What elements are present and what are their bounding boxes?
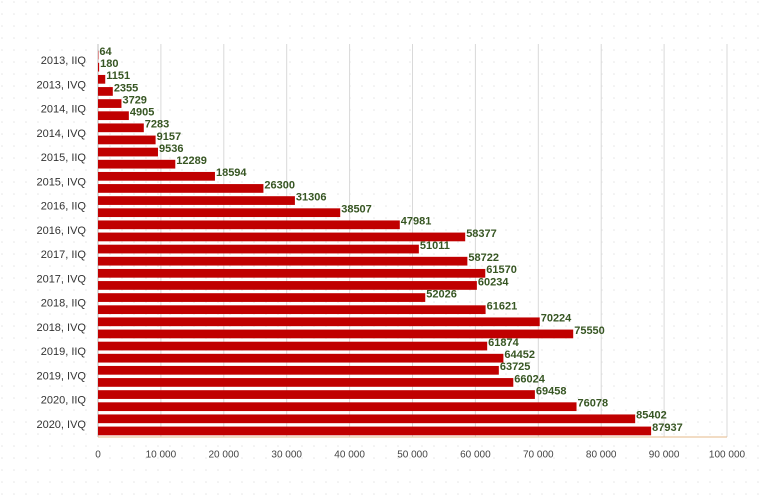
bar (98, 196, 295, 205)
x-tick-label: 50 000 (397, 450, 428, 461)
data-label: 63725 (500, 361, 531, 373)
y-tick-label: 2013, IIQ (41, 55, 87, 67)
bar (98, 353, 504, 363)
bar (98, 171, 215, 181)
data-label: 61570 (486, 264, 517, 276)
data-label: 64 (99, 46, 112, 58)
data-label: 18594 (216, 167, 247, 179)
data-label: 9157 (157, 131, 181, 143)
data-label: 64452 (504, 349, 535, 361)
x-tick-label: 10 000 (146, 450, 177, 461)
y-tick-label: 2014, IVQ (36, 128, 86, 140)
bar (98, 256, 468, 266)
data-label: 3729 (122, 94, 146, 106)
bar (98, 329, 574, 339)
data-label: 61874 (488, 337, 519, 349)
x-tick-label: 0 (95, 450, 101, 461)
y-tick-label: 2014, IIQ (41, 104, 87, 116)
bar (98, 123, 144, 133)
bar (98, 135, 156, 145)
y-tick-label: 2017, IVQ (36, 273, 86, 285)
x-tick-label: 100 000 (709, 450, 746, 461)
bar (98, 268, 486, 278)
bar (98, 184, 264, 193)
y-tick-label: 2016, IVQ (36, 225, 86, 237)
y-tick-label: 2020, IIQ (41, 395, 87, 407)
bar (98, 402, 577, 412)
y-tick-label: 2019, IVQ (36, 370, 86, 382)
data-label: 52026 (426, 288, 457, 300)
bar (98, 74, 106, 84)
data-label: 85402 (636, 410, 667, 422)
data-label: 60234 (478, 276, 509, 288)
data-label: 9536 (159, 143, 183, 155)
data-label: 76078 (578, 398, 609, 410)
data-label: 66024 (514, 373, 545, 385)
data-label: 75550 (574, 325, 605, 337)
data-label: 31306 (296, 191, 327, 203)
x-tick-label: 20 000 (209, 450, 240, 461)
y-tick-label: 2020, IVQ (36, 419, 86, 431)
bar (98, 281, 477, 290)
data-label: 61621 (487, 301, 518, 313)
bar (98, 341, 488, 351)
data-label: 47981 (401, 216, 432, 228)
y-tick-label: 2018, IIQ (41, 298, 87, 310)
x-tick-label: 90 000 (649, 450, 680, 461)
bar (98, 426, 652, 436)
bar (98, 147, 158, 157)
data-label: 1151 (106, 70, 130, 82)
bar (98, 414, 636, 424)
bar (98, 365, 499, 375)
bar (98, 111, 129, 121)
y-tick-label: 2015, IIQ (41, 152, 87, 164)
bar (98, 305, 486, 315)
data-label: 58722 (468, 252, 499, 264)
x-tick-label: 40 000 (334, 450, 365, 461)
x-tick-label: 30 000 (271, 450, 302, 461)
data-label: 26300 (264, 179, 295, 191)
y-tick-label: 2016, IIQ (41, 201, 87, 213)
bar (98, 220, 400, 230)
bar (98, 378, 514, 387)
data-label: 69458 (536, 385, 567, 397)
bar (98, 208, 341, 218)
data-label: 70224 (541, 313, 572, 325)
data-label: 51011 (420, 240, 450, 252)
y-tick-label: 2013, IVQ (36, 79, 86, 91)
bar (98, 87, 113, 96)
bar (98, 62, 100, 72)
data-label: 180 (100, 58, 118, 70)
data-label: 58377 (466, 228, 497, 240)
bar (98, 390, 535, 399)
bar (98, 159, 176, 169)
x-tick-label: 60 000 (460, 450, 491, 461)
bar (98, 317, 540, 327)
data-label: 2355 (114, 82, 138, 94)
data-label: 87937 (652, 422, 683, 434)
bar (98, 293, 426, 302)
y-tick-label: 2019, IIQ (41, 346, 87, 358)
data-label: 38507 (341, 204, 372, 216)
y-tick-label: 2015, IVQ (36, 176, 86, 188)
data-label: 4905 (130, 107, 154, 119)
bar (98, 244, 419, 254)
data-label: 12289 (176, 155, 207, 167)
data-label: 7283 (145, 119, 169, 131)
bar (98, 99, 122, 108)
y-tick-label: 2018, IVQ (36, 322, 86, 334)
y-tick-label: 2017, IIQ (41, 249, 87, 261)
bar (98, 232, 466, 242)
x-tick-label: 70 000 (523, 450, 554, 461)
x-tick-label: 80 000 (586, 450, 617, 461)
